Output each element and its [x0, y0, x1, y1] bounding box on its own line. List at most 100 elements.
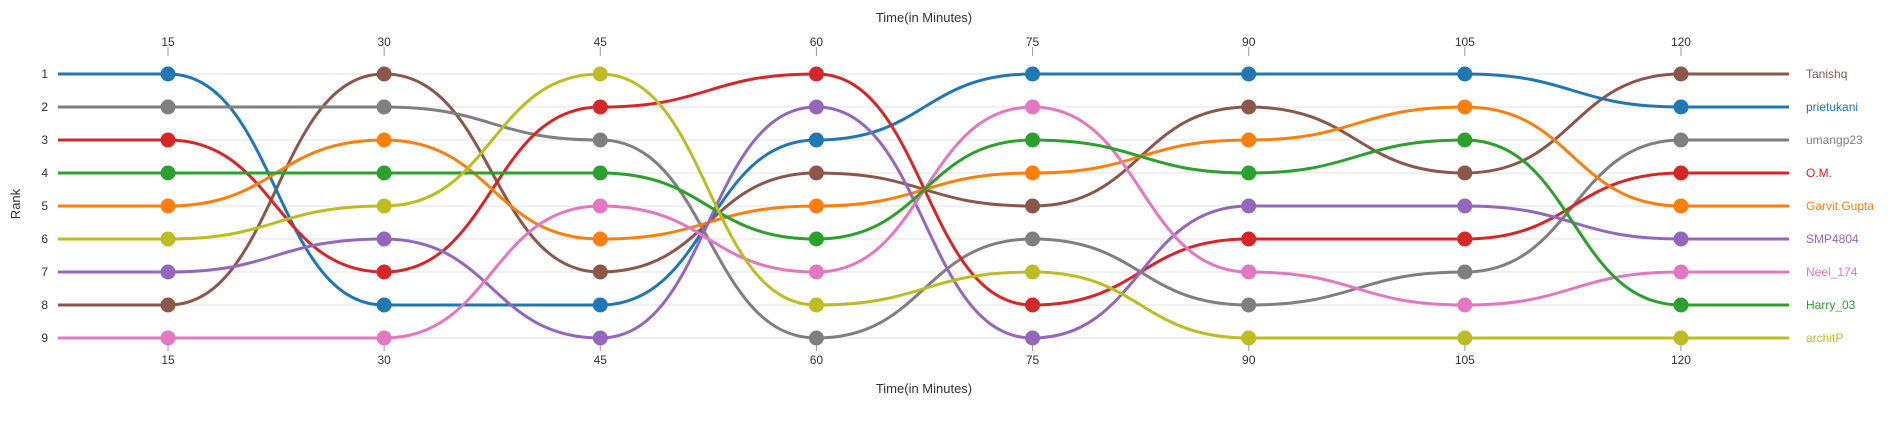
bottom-x-tick-labels: 15 30 45 60 75 90 105 120 [161, 353, 1691, 367]
x-tick-label-top: 60 [810, 35, 824, 49]
x-tick-label-top: 120 [1671, 35, 1691, 49]
legend-label: Tanishq [1806, 67, 1847, 81]
data-point [376, 297, 392, 313]
data-point [1673, 330, 1689, 346]
data-point [376, 165, 392, 181]
series-line-SMP4804 [58, 105, 1789, 340]
x-tick-label-top: 90 [1242, 35, 1256, 49]
legend-label: Harry_03 [1806, 298, 1856, 312]
data-point [808, 297, 824, 313]
legend-label: SMP4804 [1806, 232, 1859, 246]
data-point [592, 165, 608, 181]
y-tick-label: 9 [41, 331, 48, 345]
x-tick-label-bottom: 90 [1242, 353, 1256, 367]
y-tick-label: 3 [41, 133, 48, 147]
x-tick-label-bottom: 45 [594, 353, 608, 367]
data-point [1025, 231, 1041, 247]
data-point [1025, 99, 1041, 115]
data-point [1673, 264, 1689, 280]
legend-label: architP [1806, 331, 1843, 345]
top-x-tick-labels: 15 30 45 60 75 90 105 120 [161, 35, 1691, 49]
data-point [1241, 231, 1257, 247]
data-point [1673, 99, 1689, 115]
y-tick-label: 2 [41, 100, 48, 114]
data-point [1025, 297, 1041, 313]
data-point [808, 330, 824, 346]
data-point [1457, 132, 1473, 148]
data-point [1241, 264, 1257, 280]
data-point [1457, 330, 1473, 346]
data-point [1457, 231, 1473, 247]
y-tick-label: 5 [41, 199, 48, 213]
data-point [1457, 198, 1473, 214]
data-point [1457, 165, 1473, 181]
data-point [592, 198, 608, 214]
data-point [1241, 330, 1257, 346]
data-point [1673, 231, 1689, 247]
data-point [592, 330, 608, 346]
data-point [592, 231, 608, 247]
data-point [160, 330, 176, 346]
data-point [808, 231, 824, 247]
data-point [1241, 99, 1257, 115]
data-point [376, 132, 392, 148]
y-tick-label: 1 [41, 67, 48, 81]
data-point [376, 231, 392, 247]
data-point [1241, 198, 1257, 214]
data-point [1025, 330, 1041, 346]
data-point [808, 66, 824, 82]
x-tick-label-top: 45 [594, 35, 608, 49]
y-tick-label: 4 [41, 166, 48, 180]
data-point [376, 264, 392, 280]
x-tick-label-top: 15 [161, 35, 175, 49]
data-point [160, 198, 176, 214]
data-point [1025, 66, 1041, 82]
data-point [160, 66, 176, 82]
data-point [1457, 264, 1473, 280]
data-point [808, 132, 824, 148]
x-axis-title-bottom: Time(in Minutes) [876, 381, 972, 396]
data-point [1457, 99, 1473, 115]
data-point [592, 99, 608, 115]
x-tick-label-bottom: 75 [1026, 353, 1040, 367]
data-point [160, 165, 176, 181]
y-tick-label: 8 [41, 298, 48, 312]
series-line-O.M. [58, 72, 1789, 307]
data-point [1673, 165, 1689, 181]
data-point [592, 264, 608, 280]
series-line-Neel_174 [58, 105, 1789, 340]
x-axis-title-top: Time(in Minutes) [876, 10, 972, 25]
series-lines [58, 72, 1789, 340]
x-tick-label-bottom: 30 [377, 353, 391, 367]
data-point [1241, 297, 1257, 313]
x-tick-label-bottom: 60 [810, 353, 824, 367]
data-point [376, 198, 392, 214]
data-point [376, 99, 392, 115]
legend: Tanishq prietukani umangp23 O.M. Garvit.Gupt… [1806, 67, 1874, 345]
legend-label: umangp23 [1806, 133, 1863, 147]
series-line-prietukani [58, 72, 1789, 307]
data-point [1025, 264, 1041, 280]
data-point [808, 165, 824, 181]
data-point [592, 132, 608, 148]
data-point [160, 132, 176, 148]
data-point [160, 297, 176, 313]
data-point [1241, 132, 1257, 148]
x-tick-label-bottom: 105 [1455, 353, 1475, 367]
y-tick-label: 7 [41, 265, 48, 279]
x-tick-label-top: 30 [377, 35, 391, 49]
data-point [1025, 198, 1041, 214]
data-point [160, 264, 176, 280]
data-point [808, 264, 824, 280]
data-point [376, 66, 392, 82]
data-point [808, 99, 824, 115]
x-tick-label-bottom: 15 [161, 353, 175, 367]
data-point [1025, 132, 1041, 148]
data-point [808, 198, 824, 214]
data-point [160, 231, 176, 247]
data-point [1673, 66, 1689, 82]
y-tick-label: 6 [41, 232, 48, 246]
data-point [1241, 66, 1257, 82]
legend-label: prietukani [1806, 100, 1858, 114]
